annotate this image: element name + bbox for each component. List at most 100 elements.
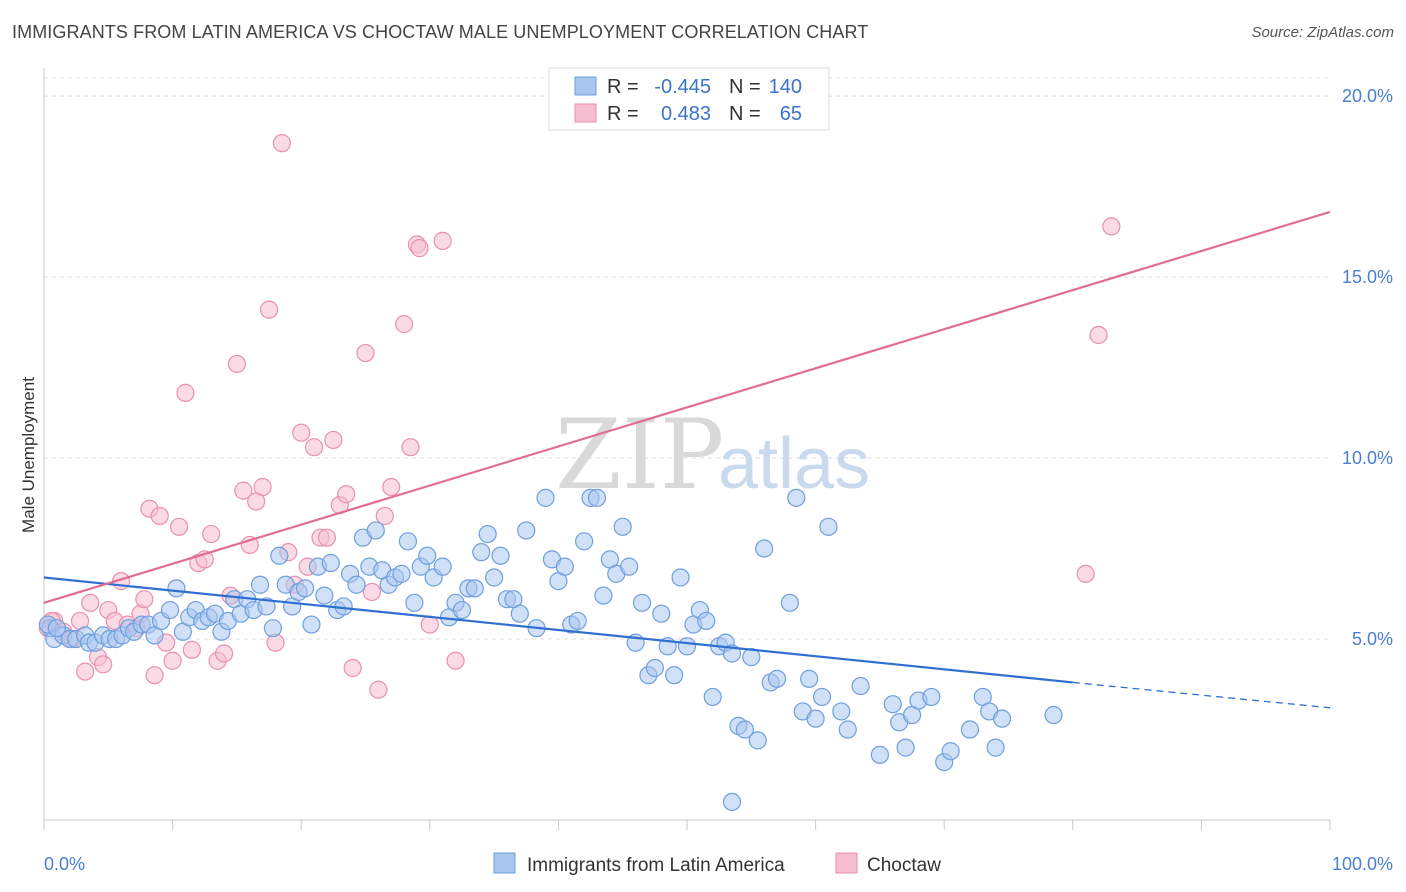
latin-america-point xyxy=(870,745,890,764)
legend-n-label-2: N = xyxy=(729,103,761,125)
bottom-legend-label-2: Choctaw xyxy=(867,855,941,876)
latin-america-point xyxy=(418,546,437,565)
choctaw-point xyxy=(343,658,362,678)
choctaw-point xyxy=(182,640,201,659)
latin-america-point xyxy=(167,579,186,598)
choctaw-point xyxy=(234,481,253,500)
x-tick-label-end: 100.0% xyxy=(1332,854,1393,874)
choctaw-point xyxy=(362,582,382,602)
latin-america-point xyxy=(652,604,671,623)
legend-r-value-1: -0.445 xyxy=(654,76,711,98)
latin-america-point xyxy=(392,564,411,583)
latin-america-point xyxy=(295,579,315,598)
latin-america-point xyxy=(812,687,832,707)
latin-america-point xyxy=(398,532,418,551)
legend-r-label-2: R = xyxy=(607,103,639,125)
latin-america-point xyxy=(315,586,334,605)
legend-n-value-2: 65 xyxy=(780,103,802,125)
choctaw-point xyxy=(169,517,189,536)
latin-america-point xyxy=(452,600,472,620)
bottom-legend-swatch-pink xyxy=(835,852,858,874)
latin-america-point xyxy=(366,521,385,540)
latin-america-point xyxy=(555,557,574,576)
top-legend: R = -0.445 N = 140 R = 0.483 N = 65 xyxy=(548,67,830,131)
latin-america-point xyxy=(645,658,664,678)
latin-america-point xyxy=(787,488,806,507)
y-tick-label: 5.0% xyxy=(1352,629,1393,649)
latin-america-point xyxy=(465,579,484,598)
latin-america-point xyxy=(703,687,722,707)
latin-america-point xyxy=(263,619,283,638)
latin-america-point xyxy=(632,593,652,612)
latin-america-point xyxy=(568,611,587,631)
choctaw-point xyxy=(304,438,324,457)
latin-america-point xyxy=(665,666,684,685)
choctaw-point xyxy=(145,666,164,685)
chart-title: IMMIGRANTS FROM LATIN AMERICA VS CHOCTAW… xyxy=(12,22,869,42)
latin-america-point xyxy=(405,593,424,612)
chart-source: Source: ZipAtlas.com xyxy=(1251,24,1394,41)
latin-america-point xyxy=(433,557,452,576)
latin-america-point xyxy=(536,488,555,507)
y-tick-label: 15.0% xyxy=(1342,267,1393,287)
choctaw-point xyxy=(324,430,343,450)
legend-n-label-1: N = xyxy=(729,76,761,98)
choctaw-point xyxy=(202,524,221,544)
latin-america-point xyxy=(677,637,697,656)
latin-america-point xyxy=(986,738,1005,757)
choctaw-point xyxy=(1102,217,1121,236)
choctaw-point xyxy=(1076,564,1095,583)
latin-america-point xyxy=(722,792,742,812)
latin-america-point xyxy=(819,517,838,536)
choctaw-point xyxy=(369,680,388,699)
choctaw-point xyxy=(272,134,292,153)
latin-america-point xyxy=(722,644,742,663)
choctaw-point xyxy=(401,438,420,457)
latin-america-point xyxy=(302,615,321,634)
choctaw-point xyxy=(135,590,154,609)
latin-america-point xyxy=(160,600,180,620)
bottom-legend-label-1: Immigrants from Latin America xyxy=(527,855,785,876)
latin-america-point xyxy=(1044,705,1063,725)
choctaw-point xyxy=(163,651,182,670)
choctaw-point xyxy=(337,485,356,504)
latin-america-point xyxy=(250,575,270,594)
axes xyxy=(43,68,1331,830)
y-tick-label: 20.0% xyxy=(1342,86,1393,106)
y-tick-label: 10.0% xyxy=(1342,448,1393,468)
choctaw-point xyxy=(317,528,337,547)
choctaw-point xyxy=(227,354,246,374)
latin-america-point xyxy=(748,731,767,750)
choctaw-point xyxy=(259,300,279,319)
latin-america-point xyxy=(587,488,607,507)
latin-america-point xyxy=(257,597,276,616)
latin-america-point xyxy=(517,521,536,540)
choctaw-point xyxy=(214,644,234,663)
latin-america-point xyxy=(922,687,941,707)
choctaw-point xyxy=(446,651,465,670)
choctaw-point xyxy=(253,477,272,497)
legend-swatch-pink xyxy=(574,103,597,123)
choctaw-trend-line xyxy=(43,210,1331,604)
tick-labels: 5.0% 10.0% 15.0% 20.0% 0.0% 100.0% xyxy=(44,86,1393,874)
choctaw-point xyxy=(433,231,452,250)
latin-america-point xyxy=(347,575,366,594)
latin-america-trend-extension xyxy=(1072,681,1331,709)
latin-america-point xyxy=(941,742,960,761)
choctaw-point xyxy=(356,343,375,363)
latin-america-point xyxy=(883,695,902,714)
legend-n-value-1: 140 xyxy=(769,76,802,98)
choctaw-point xyxy=(176,383,195,402)
x-tick-label-start: 0.0% xyxy=(44,854,85,874)
latin-america-point xyxy=(755,539,774,558)
latin-america-point xyxy=(620,557,639,576)
bottom-legend-swatch-blue xyxy=(493,852,516,874)
latin-america-point xyxy=(575,532,594,551)
latin-america-point xyxy=(832,702,851,721)
latin-america-point xyxy=(270,546,289,565)
choctaw-point xyxy=(382,477,401,497)
latin-america-point xyxy=(472,543,491,562)
choctaw-point xyxy=(410,239,429,258)
latin-america-trend-line xyxy=(43,576,1073,684)
choctaw-point xyxy=(292,423,311,442)
